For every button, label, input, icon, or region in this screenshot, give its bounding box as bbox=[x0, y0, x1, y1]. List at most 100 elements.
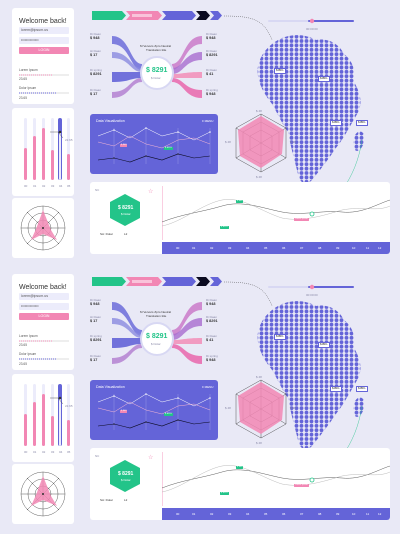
bar-label-0: 00 bbox=[24, 184, 28, 188]
sankey-left-2-value: $ 8291 bbox=[90, 338, 102, 342]
timeline-hex bbox=[110, 460, 140, 492]
radar-small-panel bbox=[12, 464, 74, 524]
password-field[interactable]: •••••••••••••• bbox=[19, 37, 69, 44]
map-badge-0[interactable]: $4BFL bbox=[274, 68, 286, 74]
sankey-right-3-value: $ 948 bbox=[206, 358, 216, 362]
timeline-divider bbox=[162, 186, 163, 240]
sankey-right-3-label: Di spring bbox=[206, 88, 218, 92]
data-viz-menu[interactable]: ≡ MENU bbox=[202, 385, 214, 389]
map-badge-3[interactable]: $4BFL bbox=[356, 120, 368, 126]
data-viz-lines bbox=[97, 393, 211, 430]
tick-12: 12 bbox=[378, 512, 382, 516]
section1-label: Lorem Ipsum bbox=[19, 68, 38, 72]
tick-9: 09 bbox=[336, 512, 340, 516]
vertical-bars bbox=[24, 118, 70, 180]
login-panel: Welcome back! lorem@ipsum.us •••••••••••… bbox=[12, 274, 74, 370]
section1-label: Lorem Ipsum bbox=[19, 334, 38, 338]
data-viz-title: Data Visualization bbox=[96, 119, 125, 123]
tick-1: 01 bbox=[192, 246, 196, 250]
radar-label-1: $ 45 bbox=[290, 140, 296, 144]
section2-label: Dolor Ipsum bbox=[19, 86, 37, 90]
tick-7: 07 bbox=[300, 512, 304, 516]
sankey-right-0-label: Di blaan bbox=[206, 32, 218, 36]
email-field[interactable]: lorem@ipsum.us bbox=[19, 27, 69, 34]
data-viz-panel: Data Visualization ≡ MENU $ 948 $ 8291 bbox=[90, 114, 218, 174]
top-tabs[interactable] bbox=[92, 277, 222, 286]
timeline-label: NC bbox=[95, 454, 100, 458]
bar-chart-panel: 22.65 00 01 02 03 04 05 bbox=[12, 374, 74, 462]
password-field[interactable]: •••••••••••••• bbox=[19, 303, 69, 310]
sankey-left-2-label: Di spring bbox=[90, 68, 102, 72]
map-badge-3[interactable]: $4BFL bbox=[356, 386, 368, 392]
map-badge-1[interactable]: $4BFL bbox=[318, 76, 330, 82]
sankey-left-0-value: $ 948 bbox=[90, 302, 100, 306]
progress-line-1 bbox=[19, 340, 69, 342]
timeline-lines bbox=[161, 465, 391, 493]
sankey-right-0-value: $ 948 bbox=[206, 302, 216, 306]
star-icon[interactable]: ☆ bbox=[148, 189, 154, 195]
bar-5 bbox=[67, 384, 70, 446]
data-viz-menu[interactable]: ≡ MENU bbox=[202, 119, 214, 123]
tick-8: 08 bbox=[318, 512, 322, 516]
timeline-divider bbox=[162, 452, 163, 506]
timeline-axis: 00 01 02 03 04 05 06 07 08 09 10 11 12 bbox=[162, 508, 390, 520]
sankey-title-1: M Ververs Zpro Neutral bbox=[140, 44, 172, 48]
section1-value: 23.65 bbox=[19, 343, 27, 347]
bar-label-1: 01 bbox=[33, 184, 37, 188]
radar-label-3: $ 48 bbox=[256, 175, 262, 179]
radar-small-panel bbox=[12, 198, 74, 258]
data-viz-lines bbox=[97, 127, 211, 164]
data-viz-tag-pink: $ 948 bbox=[120, 410, 128, 413]
tick-1: 01 bbox=[192, 512, 196, 516]
timeline-lines bbox=[161, 199, 391, 227]
star-icon[interactable]: ☆ bbox=[148, 455, 154, 461]
data-viz-tag-green: $ 8291 bbox=[164, 147, 173, 150]
tick-10: 10 bbox=[352, 512, 356, 516]
sankey-right-0-label: Di blaan bbox=[206, 298, 218, 302]
radar-label-2: $ 48 bbox=[225, 140, 231, 144]
bar-label-1: 01 bbox=[33, 450, 37, 454]
top-tabs[interactable] bbox=[92, 11, 222, 20]
bar-3 bbox=[51, 118, 54, 180]
sankey-left-1-value: $ 17 bbox=[90, 319, 98, 323]
map-badge-2[interactable]: $4BFL bbox=[330, 120, 342, 126]
tick-2: 02 bbox=[210, 246, 214, 250]
timeline-hex bbox=[110, 194, 140, 226]
map-badge-0[interactable]: $4BFL bbox=[274, 334, 286, 340]
bar-2 bbox=[42, 118, 45, 180]
login-button[interactable]: LOGIN bbox=[19, 313, 69, 320]
bar-1 bbox=[33, 384, 36, 446]
sankey-center-label: $ Dolar bbox=[151, 342, 161, 346]
radar-label-3: $ 48 bbox=[256, 441, 262, 445]
email-field[interactable]: lorem@ipsum.us bbox=[19, 293, 69, 300]
sankey-right-2-value: $ 41 bbox=[206, 72, 214, 76]
sankey-title-2: Translation title bbox=[146, 314, 167, 318]
login-title: Welcome back! bbox=[19, 284, 67, 291]
sankey-flows bbox=[112, 36, 202, 98]
data-viz-panel: Data Visualization ≡ MENU $ 948 $ 8291 bbox=[90, 380, 218, 440]
dashboard-copy-top: Welcome back! lorem@ipsum.us •••••••••••… bbox=[0, 0, 400, 266]
timeline-legend-1: L2 bbox=[124, 498, 128, 502]
timeline-hex-label: $ Dolar bbox=[121, 478, 131, 482]
map-time-slider[interactable] bbox=[268, 284, 354, 290]
login-button[interactable]: LOGIN bbox=[19, 47, 69, 54]
timeline-tag-1: $ 8291 bbox=[220, 492, 229, 495]
sankey-title-2: Translation title bbox=[146, 48, 167, 52]
sankey-right-1-value: $ 8291 bbox=[206, 319, 218, 323]
section1-value: 23.65 bbox=[19, 77, 27, 81]
map-badge-2[interactable]: $4BFL bbox=[330, 386, 342, 392]
bar-0 bbox=[24, 118, 27, 180]
tick-3: 03 bbox=[228, 246, 232, 250]
sankey-right-2-label: Di blaan bbox=[206, 334, 218, 338]
bar-label-2: 02 bbox=[42, 184, 46, 188]
sankey-right-2-label: Di blaan bbox=[206, 68, 218, 72]
timeline-panel: NC $ 8291 $ Dolar ☆ SA: Dolar L2 $ 948 $… bbox=[90, 448, 391, 520]
sankey-left-2-value: $ 8291 bbox=[90, 72, 102, 76]
map-time-slider[interactable] bbox=[268, 18, 354, 24]
sankey-right-2-value: $ 41 bbox=[206, 338, 214, 342]
map-badge-1[interactable]: $4BFL bbox=[318, 342, 330, 348]
sankey-title-1: M Ververs Zpro Neutral bbox=[140, 310, 172, 314]
sankey-left-1-label: Hi blaan bbox=[90, 49, 102, 53]
tick-11: 11 bbox=[366, 512, 370, 516]
tick-5: 05 bbox=[264, 512, 268, 516]
